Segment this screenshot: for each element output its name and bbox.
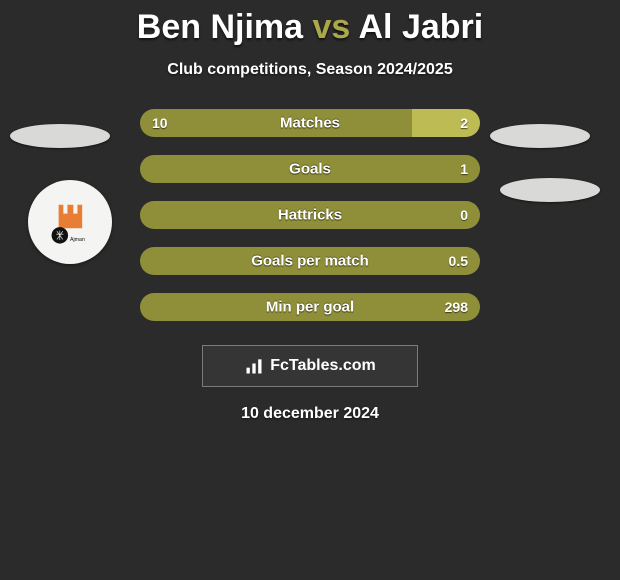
stat-row-hattricks: Hattricks 0	[140, 201, 480, 229]
club-logo-icon: Ajman	[41, 193, 100, 252]
avatar-placeholder	[490, 124, 590, 148]
brand-text: FcTables.com	[270, 357, 376, 375]
stat-right-value: 2	[460, 115, 468, 131]
stat-right-value: 298	[445, 299, 468, 315]
player-b-name: Al Jabri	[359, 8, 484, 46]
page-title: Ben Njima vs Al Jabri	[0, 0, 620, 47]
brand-box: FcTables.com	[202, 345, 418, 387]
stat-right-value: 0	[460, 207, 468, 223]
svg-text:Ajman: Ajman	[70, 237, 85, 243]
stat-row-goals-per-match: Goals per match 0.5	[140, 247, 480, 275]
stat-label: Goals	[289, 161, 331, 178]
club-logo: Ajman	[28, 180, 112, 264]
avatar-placeholder	[10, 124, 110, 148]
stat-right-value: 0.5	[449, 253, 468, 269]
bar-chart-icon	[244, 356, 264, 376]
stat-label: Matches	[280, 115, 340, 132]
player-a-name: Ben Njima	[137, 8, 303, 46]
avatar-placeholder	[500, 178, 600, 202]
vs-label: vs	[312, 8, 350, 46]
stat-row-min-per-goal: Min per goal 298	[140, 293, 480, 321]
stat-label: Min per goal	[266, 299, 354, 316]
stat-left-seg	[140, 109, 412, 137]
stat-label: Hattricks	[278, 207, 342, 224]
stat-right-seg	[412, 109, 480, 137]
stat-right-value: 1	[460, 161, 468, 177]
stat-label: Goals per match	[251, 253, 369, 270]
date-text: 10 december 2024	[0, 405, 620, 423]
stat-row-goals: Goals 1	[140, 155, 480, 183]
stat-row-matches: 10 Matches 2	[140, 109, 480, 137]
subtitle: Club competitions, Season 2024/2025	[0, 61, 620, 79]
stat-left-value: 10	[152, 115, 168, 131]
